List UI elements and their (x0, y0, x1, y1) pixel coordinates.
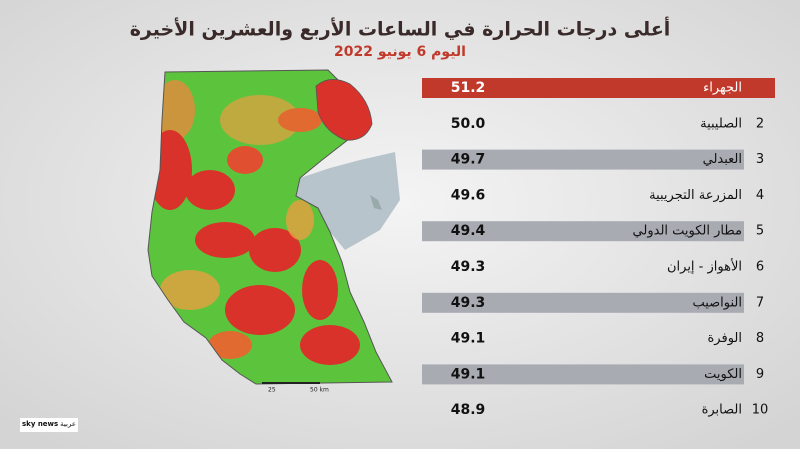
scale-label: 50 km (310, 387, 329, 394)
logo: sky news عربية (20, 418, 78, 432)
title: أعلى درجات الحرارة في الساعات الأربع وال… (130, 17, 671, 41)
station-name: الأهواز - إيران (667, 258, 742, 275)
sea (296, 152, 400, 250)
rank: 6 (756, 260, 764, 275)
value: 48.9 (451, 402, 486, 418)
value: 50.0 (451, 116, 486, 132)
station-name: النواصيب (692, 295, 742, 310)
rank: 10 (752, 403, 769, 418)
row-bar (422, 292, 744, 313)
island (315, 79, 373, 141)
value: 49.6 (451, 187, 486, 203)
rank: 5 (756, 224, 764, 239)
station-name: الكويت (704, 367, 742, 382)
station-name: العبدلي (703, 152, 742, 167)
row-bar (422, 78, 775, 98)
value: 49.4 (451, 223, 486, 239)
rank: 9 (756, 367, 764, 382)
rank: 2 (756, 116, 764, 131)
row-bar (422, 221, 744, 242)
rank: 3 (756, 152, 764, 167)
value: 49.3 (451, 259, 486, 275)
islet (370, 195, 382, 210)
station-name: الصابرة (702, 403, 742, 418)
scale-label: 25 (268, 387, 276, 394)
rank: 8 (756, 331, 764, 346)
station-name: الوفرة (708, 331, 743, 346)
station-name: مطار الكويت الدولي (633, 224, 742, 239)
station-name: الصليبية (700, 116, 742, 131)
rank: 7 (756, 295, 764, 310)
logo-box (20, 418, 78, 432)
row-bar (422, 364, 744, 385)
station-name: الجهراء (703, 81, 742, 96)
value: 49.7 (451, 152, 486, 168)
logo-brand: sky news (22, 420, 58, 428)
rank: 4 (756, 188, 764, 203)
row-bar (422, 149, 744, 170)
subtitle: اليوم 6 يونيو 2022 (334, 44, 466, 60)
logo-sub: عربية (60, 420, 76, 428)
value: 49.1 (451, 331, 486, 347)
value: 49.3 (451, 295, 486, 311)
value: 49.1 (451, 366, 486, 382)
station-name: المزرعة التجريبية (649, 188, 742, 203)
ranking-list: 51.2 الجهراء 50.0 الصليبية 2 49.7 العبدلي 3 49.6… (422, 78, 775, 418)
value: 51.2 (451, 80, 486, 96)
